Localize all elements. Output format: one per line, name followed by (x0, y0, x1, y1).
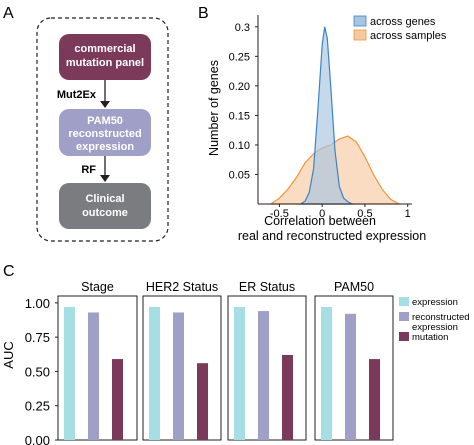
flowchart-box-clinical-outcome (59, 183, 151, 229)
box-clinical-line-1: Clinical (85, 193, 124, 205)
auc-legend-label: reconstructed (412, 312, 470, 323)
density-legend-label: across genes (370, 16, 436, 28)
panel-letter-b: B (198, 5, 209, 22)
auc-y-tick-label: 0.00 (25, 433, 50, 445)
panel-letter-c: C (3, 263, 15, 280)
auc-bar-expression (234, 306, 245, 440)
auc-bar-reconstructed-expression (88, 312, 99, 440)
auc-y-tick-label: 0.50 (25, 364, 50, 379)
auc-bar-mutation (369, 359, 380, 440)
auc-legend-swatch (399, 297, 409, 306)
arrow-label-rf: RF (81, 164, 96, 176)
flowchart-frame (36, 17, 169, 242)
auc-y-tick-label: 0.75 (25, 330, 50, 345)
auc-bar-reconstructed-expression (345, 313, 356, 440)
density-y-tick-label: 0.20 (229, 81, 250, 93)
box-pam50-line-2: reconstructed (68, 128, 141, 140)
density-y-tick-label: 0.15 (229, 110, 250, 122)
auc-bar-reconstructed-expression (173, 312, 184, 440)
auc-legend-label: expression (412, 297, 458, 308)
density-legend-label: across samples (370, 30, 447, 42)
auc-facet-title: Stage (81, 280, 114, 294)
auc-bar-mutation (282, 354, 293, 440)
density-chart: 0.05 0.10 0.15 0.20 0.25 0.3 -0.5 0 0.5 1 Correlat… (207, 15, 447, 243)
density-y-tick-label: 0.25 (229, 51, 250, 63)
auc-y-tick-label: 1.00 (25, 296, 50, 311)
density-x-tick-label: -0.5 (270, 208, 289, 220)
arrow-rf-head (100, 175, 110, 182)
auc-y-label: AUC (1, 341, 16, 368)
auc-y-tick-label: 0.25 (25, 399, 50, 414)
density-across-genes (298, 26, 355, 205)
auc-bar-mutation (112, 359, 123, 440)
auc-facet-title: HER2 Status (146, 280, 218, 294)
density-y-tick-label: 0.10 (229, 140, 250, 152)
auc-facet-title: PAM50 (334, 280, 374, 294)
auc-legend-label: expression (412, 322, 458, 333)
auc-bar-mutation (197, 363, 208, 440)
panel-letter-a: A (3, 5, 14, 22)
flowchart-box-mutation-panel (59, 34, 151, 80)
arrow-mut2ex-head (100, 101, 110, 108)
box-pam50-line-1: PAM50 (87, 115, 123, 127)
box-mutation-panel-line-1: commercial (74, 43, 135, 55)
auc-legend-swatch (399, 332, 409, 341)
density-y-tick-label: 0.05 (229, 169, 250, 181)
box-mutation-panel-line-2: mutation panel (66, 57, 144, 69)
auc-bar-charts: 0.00 0.25 0.50 0.75 1.00 AUC Stage HER2 Status E… (1, 280, 470, 445)
flowchart-box-pam50-reconstructed (59, 109, 151, 156)
auc-legend-swatch (399, 312, 409, 321)
density-x-tick-label: 1 (405, 208, 411, 220)
auc-facet-title: ER Status (239, 280, 295, 294)
density-x-label-line-2: real and reconstructed expression (238, 229, 426, 243)
density-x-tick-label: 0 (319, 208, 325, 220)
density-legend-swatch (353, 29, 367, 41)
box-clinical-line-2: outcome (82, 207, 128, 219)
auc-bar-expression (149, 306, 160, 440)
density-y-label: Number of genes (207, 60, 221, 156)
auc-bar-expression (64, 306, 75, 440)
auc-bar-expression (321, 306, 332, 440)
density-y-tick-label: 0.3 (235, 22, 250, 34)
auc-legend-label: mutation (412, 332, 448, 343)
auc-bar-reconstructed-expression (258, 311, 269, 440)
density-x-label-line-1: Correlation between (264, 214, 376, 228)
box-pam50-line-3: expression (76, 141, 134, 153)
density-x-tick-label: 0.5 (357, 208, 372, 220)
density-legend-swatch (353, 15, 367, 27)
arrow-label-mut2ex: Mut2Ex (57, 89, 97, 101)
flowchart: commercial mutation panel Mut2Ex PAM50 r… (36, 17, 169, 242)
